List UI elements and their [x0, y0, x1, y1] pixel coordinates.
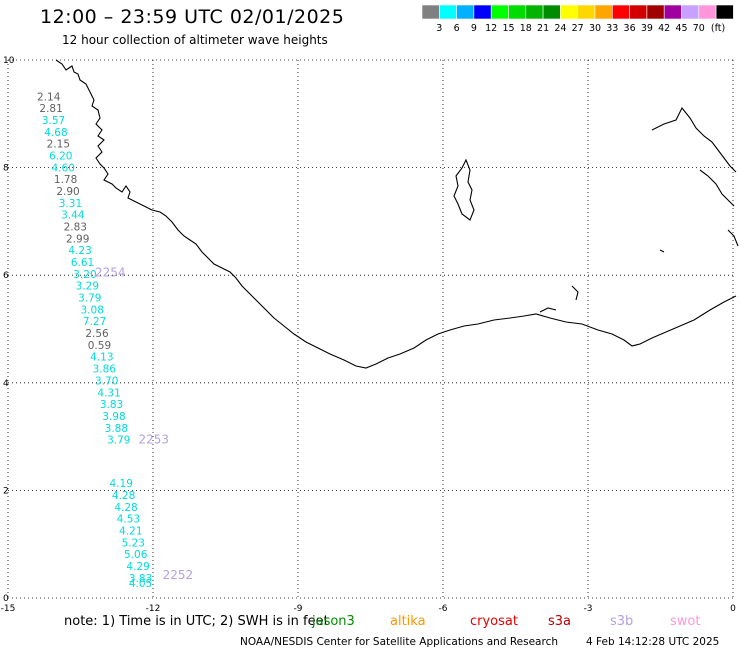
wave-height-value: 2.81 — [39, 103, 62, 115]
x-tick-label: -15 — [1, 604, 16, 612]
wave-height-value: 3.08 — [81, 304, 104, 316]
scale-label: 18 — [520, 23, 532, 34]
wave-height-value: 4.28 — [114, 502, 137, 514]
y-tick-label: 4 — [3, 379, 9, 389]
y-tick-label: 10 — [3, 56, 15, 66]
scale-label: 3 — [436, 23, 442, 34]
wave-height-value: 3.98 — [102, 411, 125, 423]
x-tick-label: -3 — [584, 604, 593, 612]
pass-time-label: 2252 — [163, 568, 194, 582]
footer: note: 1) Time is in UTC; 2) SWH is in fe… — [0, 612, 740, 650]
wave-height-value: 3.57 — [42, 115, 65, 127]
wave-height-value: 4.13 — [90, 352, 113, 364]
generated-timestamp: 4 Feb 14:12:28 UTC 2025 — [586, 636, 720, 648]
wave-height-value: 5.06 — [124, 549, 148, 561]
scale-label: 36 — [624, 23, 636, 34]
wave-height-value: 4.60 — [52, 162, 75, 174]
wave-height-value: 4.19 — [110, 478, 133, 490]
scale-label: 45 — [675, 23, 687, 34]
y-tick-label: 2 — [3, 486, 9, 496]
wave-height-observations: 2.142.813.574.682.156.204.601.782.903.31… — [37, 91, 152, 590]
scale-label: 27 — [572, 23, 584, 34]
y-tick-label: 0 — [3, 594, 9, 604]
coastline-west-africa — [55, 59, 737, 369]
coastline-inlet — [539, 285, 579, 313]
wave-height-value: 2.83 — [64, 222, 87, 234]
wave-height-value: 3.20 — [73, 269, 96, 281]
scale-label: 21 — [537, 23, 549, 34]
satellite-swot: swot — [670, 614, 701, 629]
wave-height-value: 3.79 — [78, 293, 101, 305]
wave-height-value: 0.59 — [88, 340, 111, 352]
scale-label: 12 — [485, 23, 497, 34]
page-subtitle: 12 hour collection of altimeter wave hei… — [62, 33, 328, 47]
scale-label: 30 — [589, 23, 601, 34]
scale-label: 33 — [606, 23, 618, 34]
wave-height-value: 4.31 — [97, 387, 120, 399]
wave-height-value: 4.23 — [68, 245, 91, 257]
scale-unit: (ft) — [711, 23, 725, 34]
altimeter-map: 2.142.813.574.682.156.204.601.782.903.31… — [1, 56, 739, 612]
scale-label: 39 — [641, 23, 653, 34]
satellite-pass-times: 2254 2253 2252 — [95, 265, 193, 582]
color-scale-legend: 3 6 9 12 15 18 21 24 27 30 33 36 39 42 45 70 (ft) — [421, 4, 734, 34]
page-title: 12:00 – 23:59 UTC 02/01/2025 — [40, 6, 345, 28]
wave-height-value: 3.83 — [100, 399, 123, 411]
map-grid — [7, 59, 734, 599]
wave-height-value: 3.86 — [93, 364, 117, 376]
y-tick-label: 8 — [3, 164, 9, 174]
satellite-cryosat: cryosat — [470, 614, 518, 629]
y-tick-label: 6 — [3, 271, 9, 281]
scale-label: 9 — [471, 23, 477, 34]
wave-height-value: 3.70 — [95, 375, 118, 387]
coastline-east — [651, 106, 739, 253]
wave-height-value: 6.20 — [49, 151, 72, 163]
wave-height-value: 4.53 — [117, 514, 140, 526]
wave-height-value: 4.05 — [129, 578, 152, 590]
wave-height-value: 5.23 — [122, 537, 145, 549]
wave-height-value: 1.78 — [54, 174, 77, 186]
wave-height-value: 3.88 — [105, 423, 128, 435]
x-tick-label: -6 — [439, 604, 448, 612]
scale-label: 15 — [502, 23, 514, 34]
credit-text: NOAA/NESDIS Center for Satellite Applica… — [240, 636, 558, 648]
x-tick-label: -12 — [146, 604, 161, 612]
satellite-altika: altika — [390, 614, 426, 629]
wave-height-value: 2.99 — [66, 233, 89, 245]
satellite-s3b: s3b — [610, 614, 634, 629]
scale-label: 6 — [454, 23, 460, 34]
scale-label: 24 — [554, 23, 566, 34]
x-tick-label: 0 — [730, 604, 736, 612]
wave-height-value: 2.15 — [47, 139, 70, 151]
wave-height-value: 3.44 — [61, 210, 85, 222]
coastline-lake — [453, 158, 475, 221]
wave-height-value: 7.27 — [83, 316, 106, 328]
coastline — [55, 59, 739, 369]
wave-height-value: 2.14 — [37, 91, 61, 103]
satellite-jason3: jason3 — [312, 614, 355, 629]
scale-label: 70 — [693, 23, 705, 34]
wave-height-value: 6.61 — [71, 257, 94, 269]
wave-height-value: 4.68 — [44, 127, 67, 139]
wave-height-value: 4.29 — [126, 561, 149, 573]
scale-swatch — [715, 4, 734, 20]
wave-height-value: 2.56 — [85, 328, 109, 340]
wave-height-value: 3.79 — [107, 435, 130, 447]
scale-label: 42 — [658, 23, 670, 34]
footer-note: note: 1) Time is in UTC; 2) SWH is in fe… — [64, 614, 329, 629]
wave-height-value: 4.21 — [119, 526, 142, 538]
pass-time-label: 2253 — [139, 433, 170, 447]
axis-tick-labels: -15 -12 -9 -6 -3 0 0 2 4 6 8 10 — [1, 56, 736, 612]
satellite-s3a: s3a — [548, 614, 572, 629]
wave-height-value: 3.83 — [129, 573, 152, 585]
pass-time-label: 2254 — [95, 265, 126, 279]
x-tick-label: -9 — [294, 604, 303, 612]
wave-height-value: 3.29 — [76, 281, 99, 293]
wave-height-value: 3.31 — [59, 198, 82, 210]
wave-height-value: 2.90 — [56, 186, 79, 198]
wave-height-value: 4.28 — [112, 490, 135, 502]
